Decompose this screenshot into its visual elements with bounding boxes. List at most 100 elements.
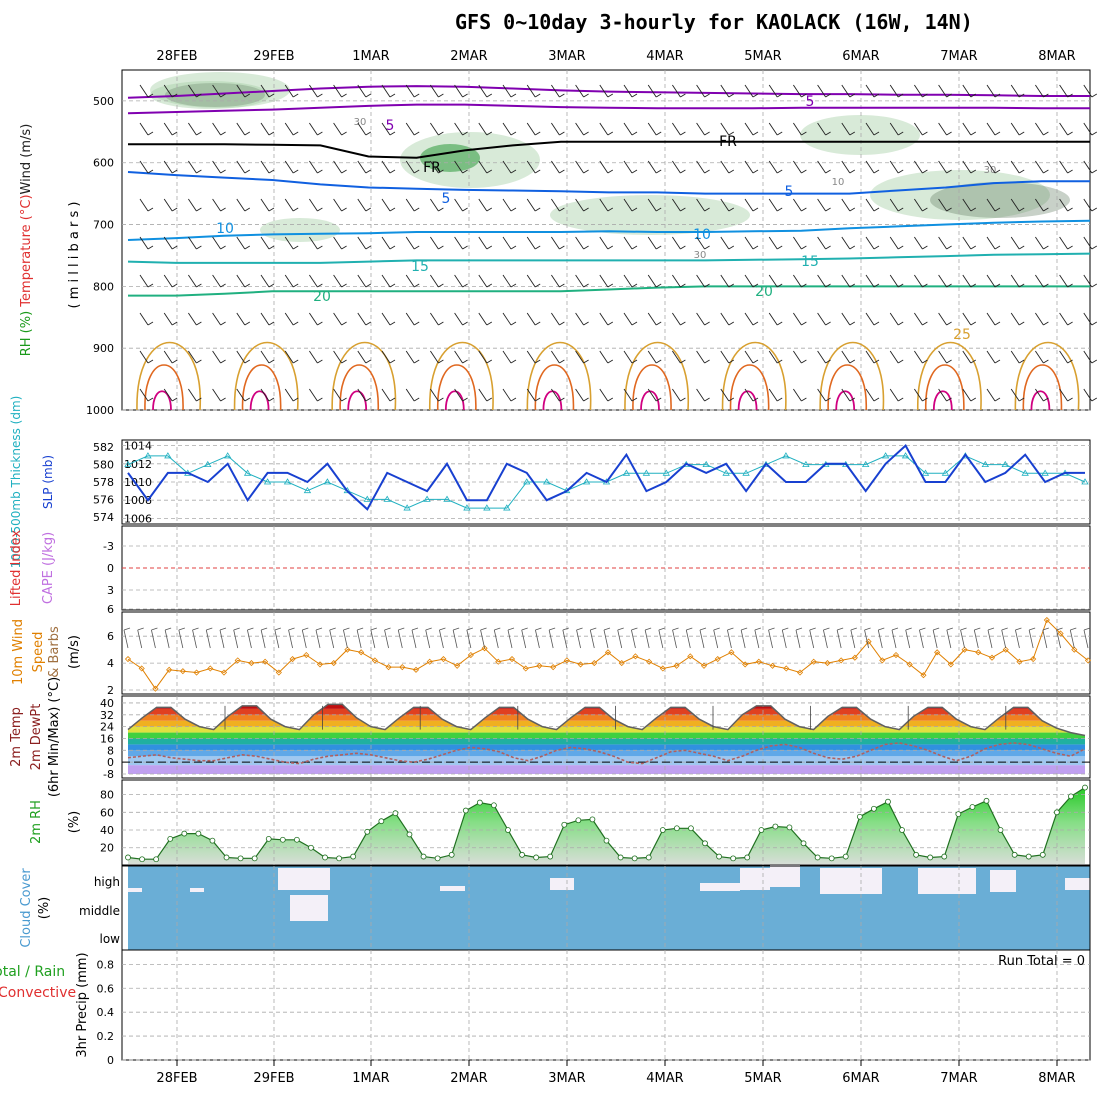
rh-marker [1039,851,1046,858]
isotherm-5 [127,171,1090,195]
wind-barb [889,84,899,98]
wind-barb-flag [825,397,831,402]
rh-marker [856,813,863,820]
wind-barb [720,388,730,402]
wind-barb-flag [680,131,686,136]
wind-barb [1083,160,1093,174]
rh-marker [1068,793,1074,800]
temp-band [128,726,1085,733]
wind-barb-flag [583,321,589,326]
contour-label: 10 [693,227,711,243]
wind-barb [817,84,826,98]
wind-barb-flag [970,131,977,136]
rh-marker [814,854,821,861]
y-tick-label-rh: 20 [100,842,114,855]
wind-barb [817,312,826,326]
wind-barb-flag [752,283,759,288]
wind-barb-flag [607,131,614,136]
wind-barb [405,160,415,174]
wind-speed-marker [179,668,186,675]
wind-barb [865,388,875,402]
wind-barb-flag [1043,131,1049,136]
wind-speed-marker [234,657,241,664]
wind-barb [309,198,318,212]
temp-contour-30 [339,364,380,411]
sfc-wind-barb-flag [713,627,720,631]
sfc-wind-barb [452,629,458,649]
wind-barb-flag [752,359,759,364]
wind-speed-marker [563,657,570,664]
wind-speed-marker [412,666,420,673]
wind-barb-flag [922,245,928,250]
wind-speed-marker [604,649,612,656]
wind-barb-flag [825,93,831,98]
wind-barb-flag [220,169,226,174]
wind-barb-flag [825,359,831,364]
wind-barb [575,350,584,364]
wind-barb-flag [897,207,904,212]
wind-barb-flag [825,131,831,136]
wind-barb [236,312,246,326]
wind-barb-flag [413,245,420,250]
cloud-ylabel-text: Cloud Cover [19,868,34,948]
sfc-wind-barb-flag [768,627,775,631]
wind-barb-flag [1091,169,1098,174]
wind-barb-flag [922,321,928,326]
wind-barb-flag [583,359,589,364]
wind-barb [672,160,681,174]
rh-marker [223,854,230,861]
x-tick-label-top: 29FEB [253,49,294,64]
wind-barb [986,388,996,402]
sfc-wind-barb [823,629,828,649]
rh-marker [659,827,666,833]
rh-marker [941,853,948,860]
wind-barb [454,198,463,212]
y-tick-label-precip: 0 [107,1054,114,1067]
wind-barb-flag [1043,359,1049,364]
wind-barb-flag [462,131,468,136]
wind-speed-marker [687,653,694,660]
wind-barb [357,160,367,174]
wind-barb [599,274,609,288]
wind-barb [817,350,826,364]
temp-contour-25 [819,341,885,411]
wind-barb-flag [268,207,275,212]
rh-marker [885,798,891,805]
wind-barb [623,274,633,288]
wind-barb-flag [922,131,928,136]
wind-speed-marker [399,664,406,671]
temp-band [128,744,1085,751]
wind-barb-flag [655,207,662,212]
wind-barb-flag [922,93,928,98]
sfc-wind-barb-flag [206,627,213,631]
wind-barb [430,236,439,250]
wind-barb-flag [534,131,541,136]
wind-barb-flag [1067,93,1073,98]
x-tick-label-top: 28FEB [156,49,197,64]
rh-marker [406,831,413,838]
wind-barb [405,236,415,250]
wind-barb [502,84,512,98]
wind-barb [720,350,730,364]
sfc-wind-barb-flag [727,627,734,631]
wind-barb-flag [704,93,710,98]
wind-barb [333,160,342,174]
wind-speed-marker [207,665,214,672]
wind-barb [672,274,681,288]
upper-air-panel-frame [121,69,1091,411]
wind-speed-marker [371,657,378,664]
wind-speed-marker [906,661,913,668]
wind-barb [623,388,633,402]
wind-speed-marker [810,658,817,665]
wind-barb [405,198,415,212]
wind-barb [720,84,730,98]
contour-label: 30 [984,165,997,176]
wind-barb-flag [680,245,686,250]
rh-marker [997,827,1004,833]
temp-contour-25 [233,341,299,411]
wind-barb [623,122,633,136]
wind-barb [914,388,923,402]
wind-barb-flag [922,397,928,402]
sfc-wind-barb [973,629,979,649]
wind-barb [430,198,439,212]
